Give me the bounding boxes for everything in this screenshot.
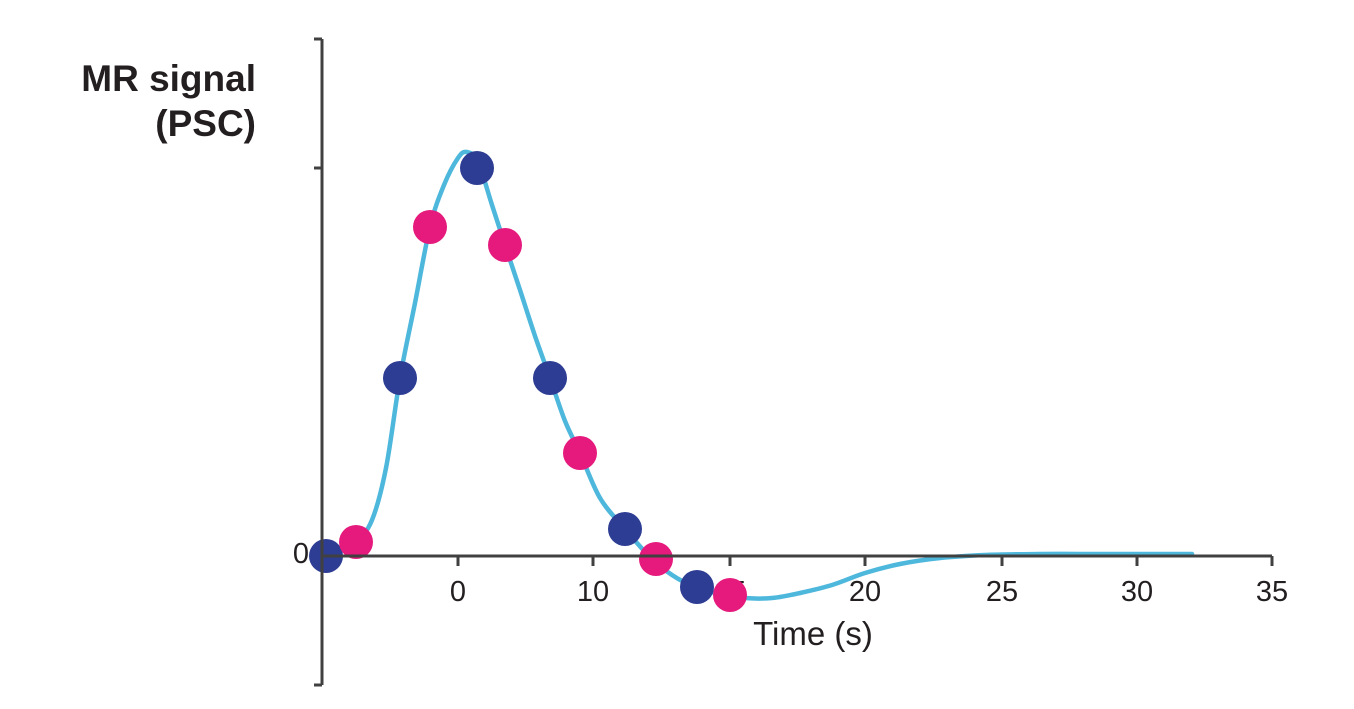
y-axis-title-line2: (PSC) [155, 103, 256, 144]
pink-sample-dot-4 [563, 436, 597, 470]
x-tick-label-30: 30 [1121, 576, 1153, 608]
y-axis-title-line1: MR signal [81, 58, 256, 99]
hrf-curve [315, 149, 1195, 601]
blue-sample-dot-4 [533, 361, 567, 395]
pink-sample-dot-6 [713, 578, 747, 612]
x-tick-label-25: 25 [986, 576, 1018, 608]
pink-sample-dot-1 [339, 525, 373, 559]
blue-sample-dot-3 [460, 151, 494, 185]
x-axis-title: Time (s) [753, 615, 873, 652]
x-tick-label-0: 0 [450, 576, 466, 608]
y-zero-label: 0 [293, 538, 309, 570]
blue-sample-dot-6 [680, 570, 714, 604]
pink-sample-dot-5 [639, 542, 673, 576]
y-axis-title: MR signal (PSC) [48, 56, 256, 146]
blue-sample-dot-5 [608, 512, 642, 546]
pink-sample-dot-2 [413, 210, 447, 244]
pink-sample-dot-3 [488, 228, 522, 262]
x-tick-label-35: 35 [1256, 576, 1288, 608]
x-tick-label-20: 20 [849, 576, 881, 608]
x-tick-label-10: 10 [577, 576, 609, 608]
blue-sample-dot-2 [383, 361, 417, 395]
